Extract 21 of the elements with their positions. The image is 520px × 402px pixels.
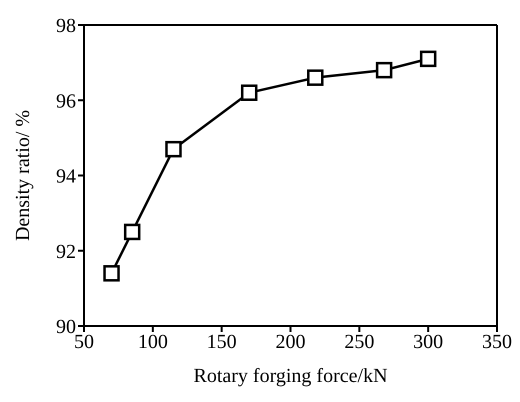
x-axis-title: Rotary forging force/kN xyxy=(193,365,388,387)
x-tick-label: 150 xyxy=(206,331,237,354)
y-tick-label: 90 xyxy=(56,316,76,338)
y-tick-label: 96 xyxy=(56,90,76,112)
point xyxy=(307,69,324,86)
x-tick-label: 200 xyxy=(276,331,306,354)
point xyxy=(103,265,120,282)
y-tick-label: 94 xyxy=(56,166,76,188)
point xyxy=(165,140,182,158)
x-tick-label: 50 xyxy=(74,331,94,354)
y-tick-label: 98 xyxy=(56,15,76,38)
x-tick-label: 350 xyxy=(482,331,512,354)
x-tick-label: 100 xyxy=(138,331,168,354)
point xyxy=(376,62,392,78)
point xyxy=(240,84,258,101)
y-axis-title: Density ratio/ % xyxy=(12,110,34,242)
point xyxy=(420,50,436,68)
x-tick-label: 300 xyxy=(413,331,444,354)
y-tick-label: 92 xyxy=(56,240,76,263)
x-tick-label: 250 xyxy=(344,331,374,354)
point xyxy=(124,224,140,240)
